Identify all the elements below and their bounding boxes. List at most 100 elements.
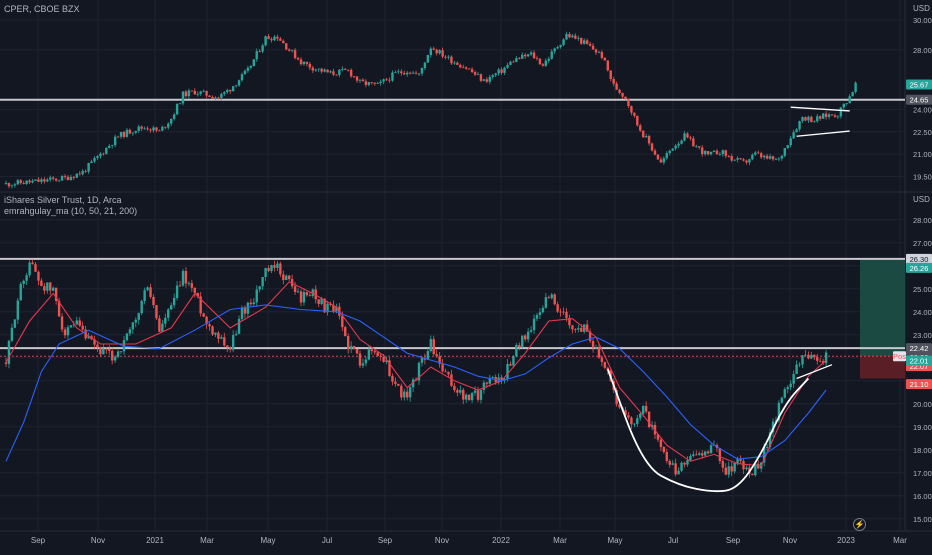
candle-body xyxy=(488,377,491,384)
candle-body xyxy=(526,54,530,57)
candle-body xyxy=(518,58,521,59)
target-zone[interactable] xyxy=(860,259,905,357)
candle-body xyxy=(255,289,258,303)
candle-body xyxy=(96,344,99,348)
x-tick-label: Mar xyxy=(200,536,214,545)
candle-body xyxy=(698,453,701,456)
candle-body xyxy=(647,136,651,144)
y-tick-label: 25.00 xyxy=(913,285,932,294)
candle-body xyxy=(57,300,61,317)
candle-body xyxy=(60,316,64,330)
candle-body xyxy=(824,113,828,117)
candle-body xyxy=(358,353,362,366)
candle-body xyxy=(234,333,238,336)
candle-body xyxy=(653,150,657,155)
candle-body xyxy=(633,112,636,116)
candle-body xyxy=(81,170,84,175)
candle-body xyxy=(108,145,111,148)
candle-body xyxy=(636,418,639,424)
candle-body xyxy=(193,90,196,95)
trendline-drawing[interactable] xyxy=(796,364,833,380)
candle-body xyxy=(571,325,574,330)
candle-body xyxy=(500,69,503,73)
candle-body xyxy=(202,90,205,92)
candle-body xyxy=(771,156,775,160)
candle-body xyxy=(308,63,312,68)
candle-body xyxy=(686,460,689,465)
stop-zone[interactable] xyxy=(860,356,905,379)
candle-body xyxy=(196,93,199,95)
candle-body xyxy=(308,295,312,297)
candle-body xyxy=(264,267,267,277)
candle-body xyxy=(270,39,273,41)
candle-body xyxy=(288,49,291,51)
candle-body xyxy=(674,145,677,149)
candle-body xyxy=(28,262,31,276)
candle-body xyxy=(164,126,167,128)
candle-body xyxy=(111,145,114,146)
candle-body xyxy=(521,54,524,59)
candle-body xyxy=(580,37,583,44)
candle-body xyxy=(240,308,244,319)
trendline-drawing[interactable] xyxy=(796,130,850,137)
candle-body xyxy=(444,56,447,58)
candle-body xyxy=(709,151,713,155)
candle-body xyxy=(462,67,465,69)
candle-body xyxy=(75,173,78,178)
candle-body xyxy=(718,448,722,461)
candle-body xyxy=(479,74,483,81)
candle-body xyxy=(476,74,480,76)
candle-body xyxy=(509,363,512,366)
candle-body xyxy=(721,460,725,468)
candle-body xyxy=(429,339,432,352)
candle-body xyxy=(326,69,329,73)
cup-pattern-drawing[interactable] xyxy=(606,368,810,493)
candle-body xyxy=(698,146,701,148)
candle-body xyxy=(807,116,810,121)
candle-body xyxy=(90,161,93,164)
candle-body xyxy=(541,307,545,313)
candle-body xyxy=(66,327,70,336)
candle-body xyxy=(128,329,132,334)
candle-body xyxy=(565,311,568,318)
candle-body xyxy=(105,348,108,350)
candle-body xyxy=(54,287,58,301)
candle-body xyxy=(155,305,158,319)
candle-body xyxy=(397,71,400,73)
cper-title: CPER, CBOE BZX xyxy=(4,4,80,14)
candle-body xyxy=(211,326,214,335)
candle-body xyxy=(485,382,489,384)
candle-body xyxy=(349,69,353,77)
candle-body xyxy=(615,390,618,405)
y-tick-label: 22.50 xyxy=(913,128,932,137)
candle-body xyxy=(223,92,226,94)
candle-body xyxy=(594,49,598,53)
candle-body xyxy=(349,346,353,349)
candle-body xyxy=(789,138,792,146)
candle-body xyxy=(140,126,143,129)
lightning-icon[interactable]: ⚡ xyxy=(853,518,866,531)
candle-body xyxy=(69,325,73,328)
candle-body xyxy=(833,115,837,117)
candle-body xyxy=(754,152,757,155)
trendline-drawing[interactable] xyxy=(790,106,850,112)
candle-body xyxy=(565,34,568,40)
candle-body xyxy=(131,132,135,134)
candle-body xyxy=(229,347,232,350)
candle-body xyxy=(503,67,506,73)
candle-body xyxy=(108,349,111,351)
candle-body xyxy=(102,153,105,155)
candle-body xyxy=(529,330,533,332)
candle-body xyxy=(49,177,52,180)
candle-body xyxy=(485,79,489,82)
candle-body xyxy=(668,150,671,154)
cper-currency: USD xyxy=(913,4,930,13)
candle-body xyxy=(786,145,789,149)
candle-body xyxy=(116,351,120,357)
candle-body xyxy=(379,355,382,357)
candle-body xyxy=(512,61,515,63)
candle-body xyxy=(465,394,468,400)
candle-body xyxy=(689,456,692,461)
